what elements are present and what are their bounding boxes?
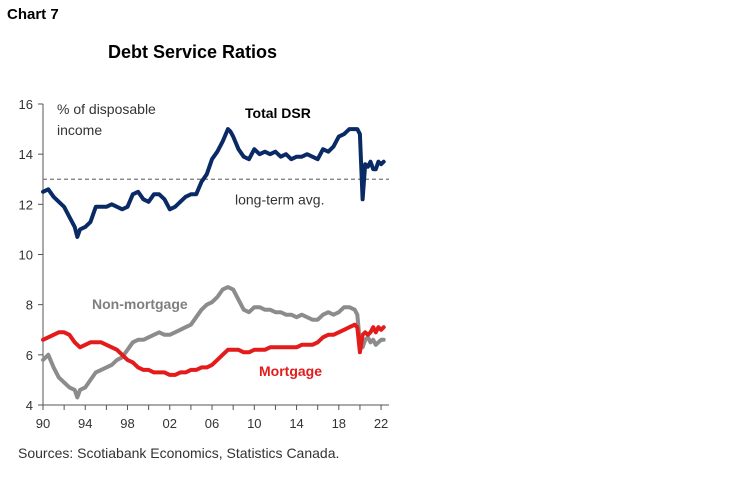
- y-tick-label: 4: [26, 398, 33, 413]
- reference-line-group: long-term avg.: [43, 178, 389, 207]
- y-tick-label: 8: [26, 298, 33, 313]
- x-tick-label: 18: [332, 416, 346, 431]
- y-axis-unit-label: % of disposable: [57, 101, 156, 117]
- x-tick-label: 98: [120, 416, 134, 431]
- x-tick-label: 22: [374, 416, 388, 431]
- mortgage-label: Mortgage: [259, 363, 322, 379]
- non-mortgage-line: [41, 285, 386, 400]
- y-tick-label: 6: [26, 348, 33, 363]
- y-tick-label: 10: [19, 248, 33, 263]
- x-tick-label: 90: [36, 416, 50, 431]
- y-tick-label: 16: [19, 97, 33, 112]
- x-tick-label: 10: [247, 416, 261, 431]
- y-tick-label: 12: [19, 197, 33, 212]
- chart-label: Chart 7: [7, 6, 59, 23]
- x-tick-label: 94: [78, 416, 92, 431]
- total-dsr-label: Total DSR: [245, 105, 311, 121]
- y-axis-unit-label: income: [57, 122, 102, 138]
- chart-axes: 4 6 8 10 12 14 16 90 94 98 02 06 10 14 18 22: [19, 97, 389, 431]
- long-term-avg-label: long-term avg.: [235, 191, 324, 207]
- mortgage-line: [41, 322, 386, 377]
- x-tick-label: 02: [163, 416, 177, 431]
- non-mortgage-label: Non-mortgage: [92, 296, 188, 312]
- y-tick-label: 14: [19, 147, 33, 162]
- x-tick-label: 06: [205, 416, 219, 431]
- series-group: [41, 127, 386, 400]
- source-note: Sources: Scotiabank Economics, Statistic…: [18, 445, 340, 461]
- x-tick-label: 14: [289, 416, 303, 431]
- label-group: % of disposable income Total DSR Non-mortga…: [57, 101, 322, 379]
- chart-title: Debt Service Ratios: [108, 42, 278, 62]
- total-dsr-line: [41, 127, 386, 239]
